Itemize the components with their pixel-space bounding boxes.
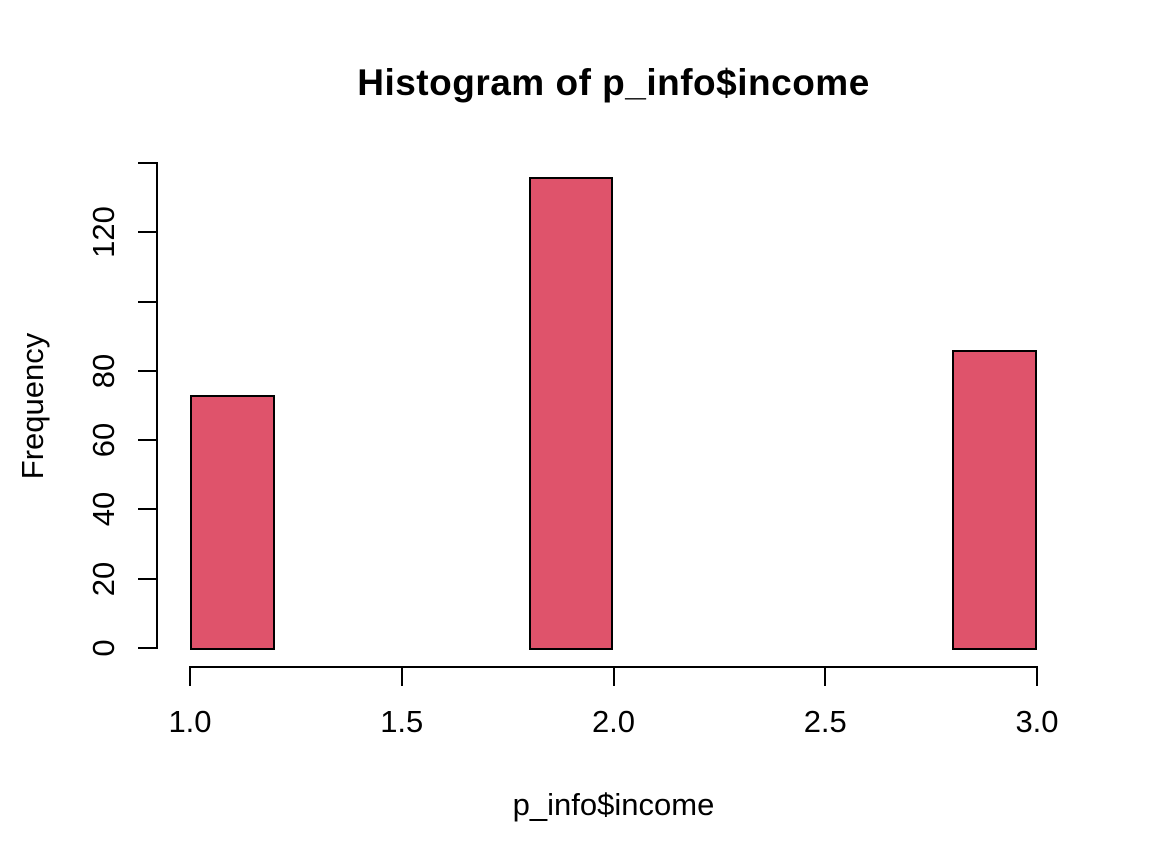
y-axis-tick — [138, 162, 156, 164]
histogram-bar — [190, 395, 275, 650]
histogram-bar — [952, 350, 1037, 650]
x-tick-label: 1.5 — [380, 704, 424, 739]
histogram-bar — [528, 176, 614, 650]
x-tick-label: 2.0 — [591, 704, 636, 739]
x-axis-tick — [824, 666, 827, 686]
x-tick-label: 3.0 — [1015, 704, 1059, 739]
y-tick-label: 0 — [86, 639, 121, 657]
y-axis-title: Frequency — [15, 332, 50, 480]
y-axis-tick — [138, 231, 156, 234]
y-axis-tick — [138, 300, 156, 303]
y-tick-label: 60 — [86, 422, 121, 458]
y-axis-tick — [138, 647, 156, 649]
chart-title: Histogram of p_info$income — [357, 62, 870, 103]
x-axis-tick — [612, 666, 615, 686]
y-axis-tick — [138, 369, 156, 372]
y-axis-line — [156, 162, 158, 649]
y-tick-label: 20 — [86, 561, 121, 596]
y-axis-tick — [138, 577, 156, 580]
x-axis-tick — [189, 666, 191, 686]
y-axis-tick — [138, 439, 156, 442]
x-axis-title: p_info$income — [512, 787, 715, 822]
y-tick-label: 80 — [86, 353, 121, 389]
y-tick-label: 40 — [86, 492, 121, 527]
x-tick-label: 1.0 — [168, 704, 212, 739]
x-tick-label: 2.5 — [803, 704, 847, 739]
x-axis-tick — [400, 666, 403, 686]
y-tick-label: 120 — [86, 206, 121, 259]
y-axis-tick — [138, 508, 156, 511]
x-axis-tick — [1036, 666, 1038, 686]
